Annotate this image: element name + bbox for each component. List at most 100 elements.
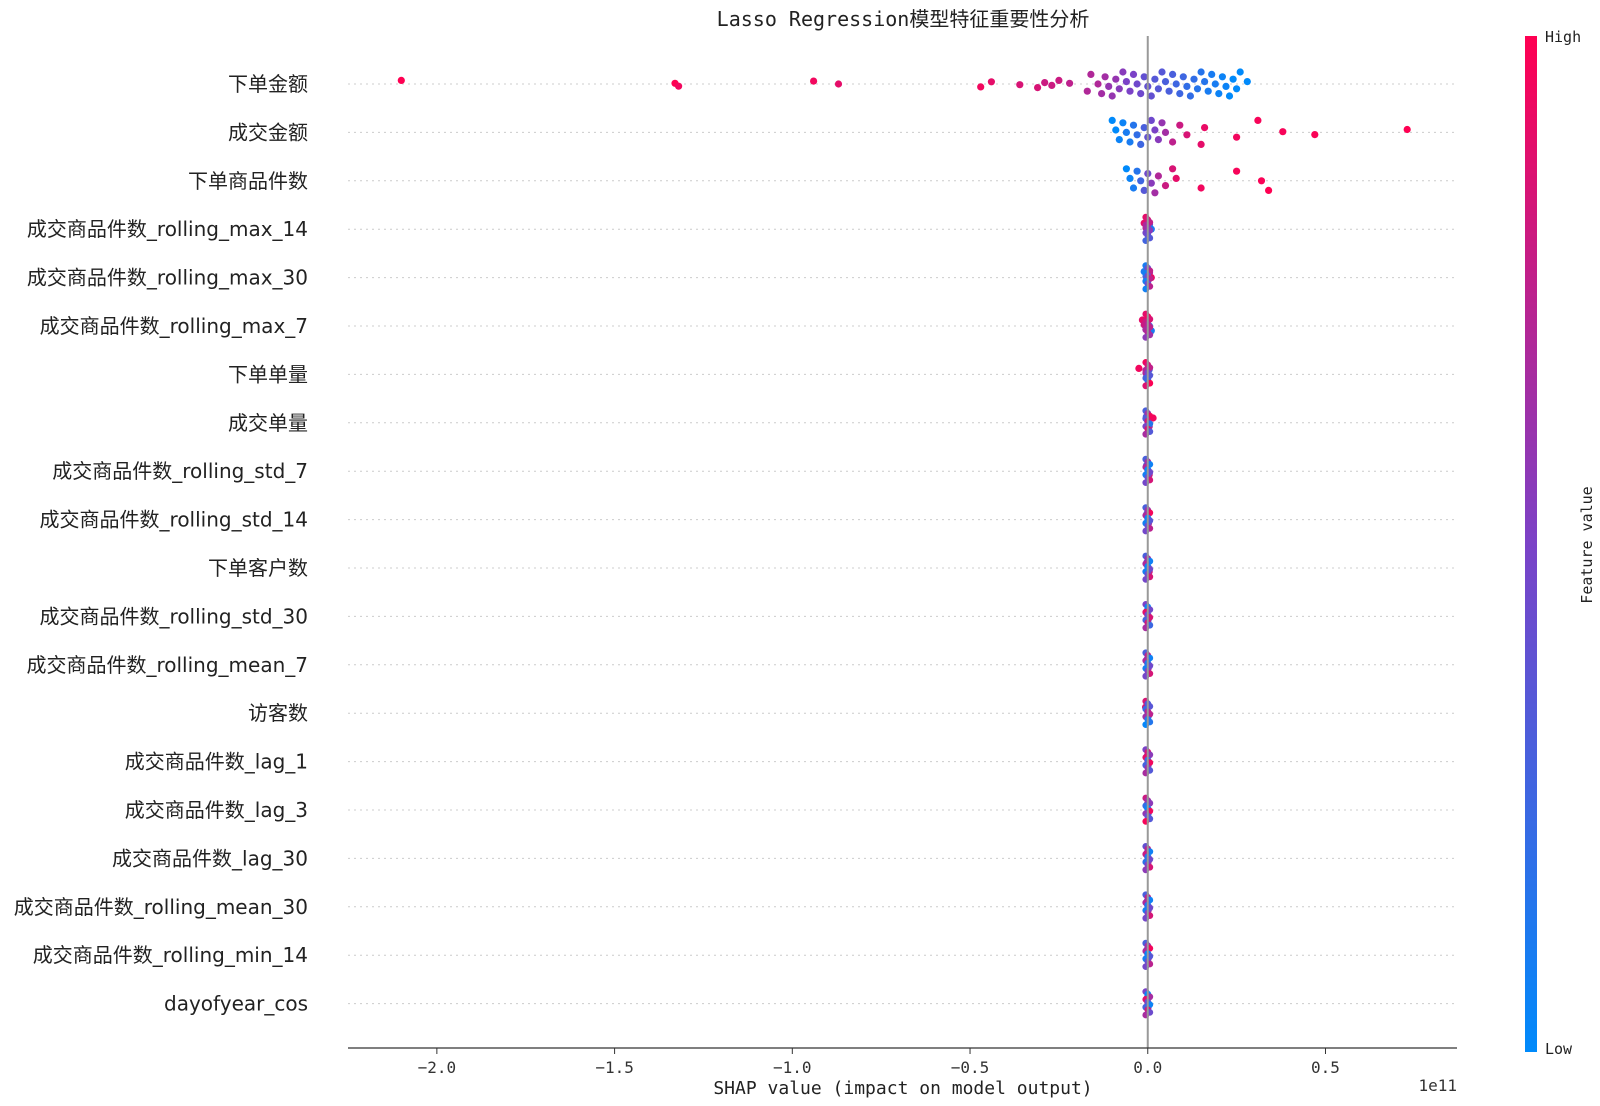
- chart-title: Lasso Regression模型特征重要性分析: [717, 7, 1090, 31]
- data-point: [1169, 70, 1177, 78]
- data-point: [1151, 189, 1159, 197]
- data-point: [1254, 116, 1262, 124]
- data-point: [1122, 165, 1130, 173]
- data-point: [1161, 182, 1170, 190]
- feature-label: 成交商品件数_rolling_std_7: [52, 459, 308, 483]
- x-tick-label: 0.5: [1311, 1058, 1340, 1077]
- data-point: [675, 82, 683, 90]
- data-point: [1108, 116, 1116, 124]
- data-point: [1165, 87, 1173, 95]
- data-point: [1172, 80, 1180, 88]
- x-tick-label: 0.0: [1133, 1058, 1162, 1077]
- data-point: [1048, 81, 1056, 89]
- feature-label: 访客数: [248, 701, 308, 725]
- data-point: [1140, 124, 1148, 132]
- data-point: [1265, 186, 1273, 194]
- data-point: [1137, 177, 1145, 185]
- feature-label: 成交金额: [228, 120, 308, 144]
- feature-label: 下单金额: [228, 72, 308, 96]
- data-point: [834, 80, 843, 88]
- data-point: [1154, 136, 1162, 144]
- data-point: [1158, 119, 1166, 127]
- feature-label: 成交商品件数_lag_1: [125, 750, 308, 774]
- data-point: [1197, 68, 1205, 76]
- data-point: [1151, 75, 1159, 83]
- data-point: [1140, 73, 1148, 81]
- data-point: [1183, 82, 1191, 90]
- data-point: [1279, 128, 1287, 136]
- data-point: [1137, 140, 1145, 148]
- data-point: [1233, 133, 1241, 141]
- x-tick-label: −1.0: [773, 1058, 812, 1077]
- data-point: [1172, 174, 1180, 182]
- data-point: [1311, 131, 1319, 139]
- data-point: [1133, 167, 1141, 175]
- x-tick-label: −1.5: [595, 1058, 634, 1077]
- data-point: [1147, 116, 1155, 124]
- data-point: [1208, 70, 1216, 78]
- data-point: [1133, 131, 1141, 139]
- data-point: [1233, 85, 1241, 93]
- data-point: [1197, 184, 1205, 192]
- colorbar: [1525, 36, 1537, 1052]
- data-point: [1161, 128, 1170, 136]
- feature-label: 下单单量: [228, 362, 308, 386]
- feature-label: 成交商品件数_lag_3: [125, 798, 308, 822]
- data-point: [1108, 92, 1116, 100]
- data-point: [1176, 90, 1184, 98]
- data-point: [1176, 121, 1184, 129]
- data-point: [1137, 90, 1145, 98]
- data-point: [1135, 364, 1143, 372]
- feature-label: 成交商品件数_rolling_mean_30: [14, 895, 308, 919]
- data-point: [1183, 131, 1191, 139]
- data-point: [1122, 128, 1130, 136]
- data-point: [1197, 140, 1205, 148]
- feature-label: 成交商品件数_rolling_max_30: [27, 266, 308, 290]
- data-point: [1201, 124, 1209, 132]
- data-point: [1115, 85, 1123, 93]
- feature-label: 成交单量: [228, 411, 308, 435]
- feature-label: 成交商品件数_rolling_min_14: [33, 943, 308, 967]
- data-point: [1215, 90, 1223, 98]
- feature-label: 成交商品件数_rolling_max_14: [27, 217, 308, 241]
- colorbar-low-label: Low: [1545, 1040, 1573, 1058]
- data-point: [987, 78, 996, 86]
- data-point: [1119, 119, 1127, 127]
- data-point: [1119, 68, 1127, 76]
- data-point: [1190, 75, 1198, 83]
- data-point: [1129, 70, 1138, 78]
- data-point: [1158, 68, 1166, 76]
- colorbar-title: Feature value: [1578, 486, 1596, 603]
- data-point: [1126, 138, 1134, 146]
- data-point: [1169, 138, 1177, 146]
- data-point: [1193, 85, 1202, 93]
- data-point: [1154, 172, 1162, 180]
- data-point: [1098, 90, 1106, 98]
- colorbar-high-label: High: [1545, 28, 1581, 46]
- data-point: [1186, 92, 1194, 100]
- feature-label: dayofyear_cos: [164, 992, 308, 1016]
- data-point: [1105, 82, 1113, 90]
- feature-label: 下单商品件数: [188, 169, 308, 193]
- feature-label: 成交商品件数_rolling_mean_7: [26, 653, 308, 677]
- data-point: [1101, 73, 1109, 81]
- data-points: [397, 68, 1411, 1019]
- data-point: [1154, 85, 1162, 93]
- data-point: [1066, 79, 1074, 87]
- x-scale-note: 1e11: [1418, 1076, 1457, 1095]
- data-point: [1129, 184, 1138, 192]
- data-point: [1129, 121, 1138, 129]
- data-point: [1257, 177, 1266, 185]
- data-point: [1179, 73, 1187, 81]
- data-point: [1112, 126, 1120, 134]
- data-point: [810, 77, 818, 85]
- data-point: [1236, 68, 1244, 76]
- data-point: [1041, 79, 1049, 87]
- feature-label: 成交商品件数_rolling_max_7: [40, 314, 308, 338]
- data-point: [1115, 136, 1123, 144]
- feature-label: 成交商品件数_lag_30: [112, 846, 308, 870]
- data-point: [1211, 80, 1219, 88]
- feature-label: 下单客户数: [208, 556, 308, 580]
- data-point: [1094, 80, 1102, 88]
